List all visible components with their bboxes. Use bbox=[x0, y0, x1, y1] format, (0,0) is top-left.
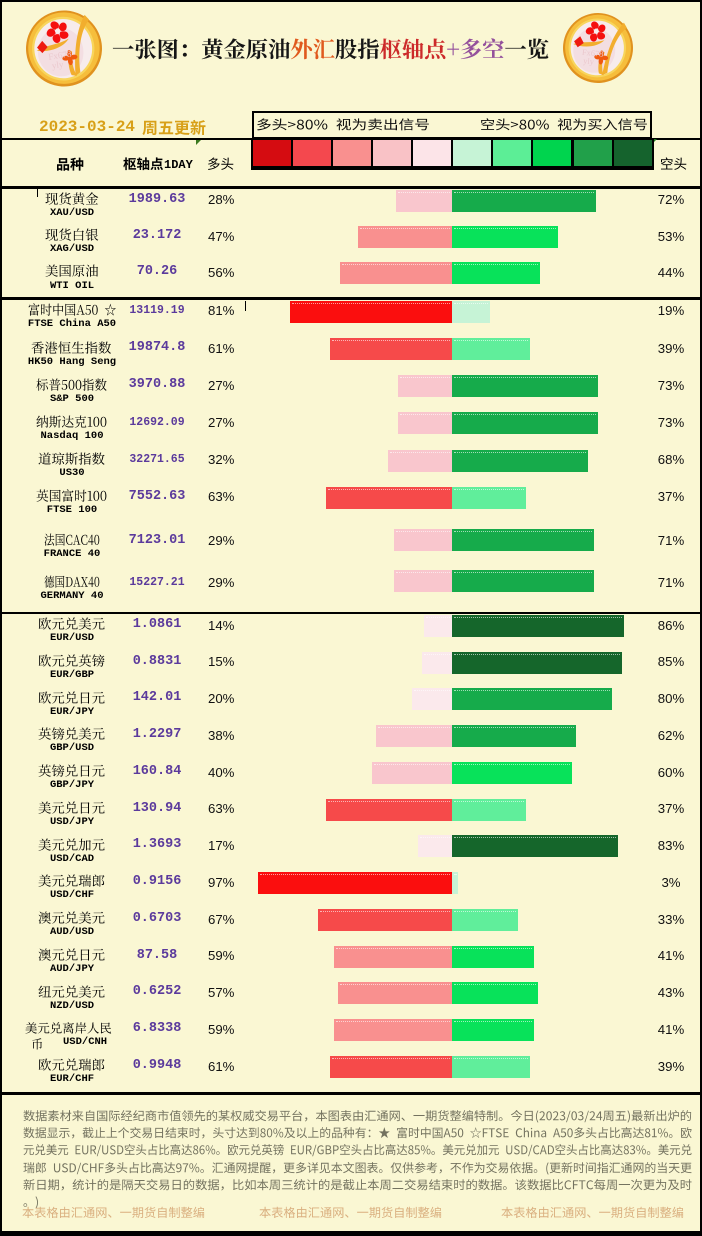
svg-text:yly: yly bbox=[51, 59, 64, 71]
svg-text:Fx678: Fx678 bbox=[48, 49, 73, 62]
svg-text:Fx678: Fx678 bbox=[582, 48, 604, 59]
svg-text:yly: yly bbox=[583, 56, 595, 66]
